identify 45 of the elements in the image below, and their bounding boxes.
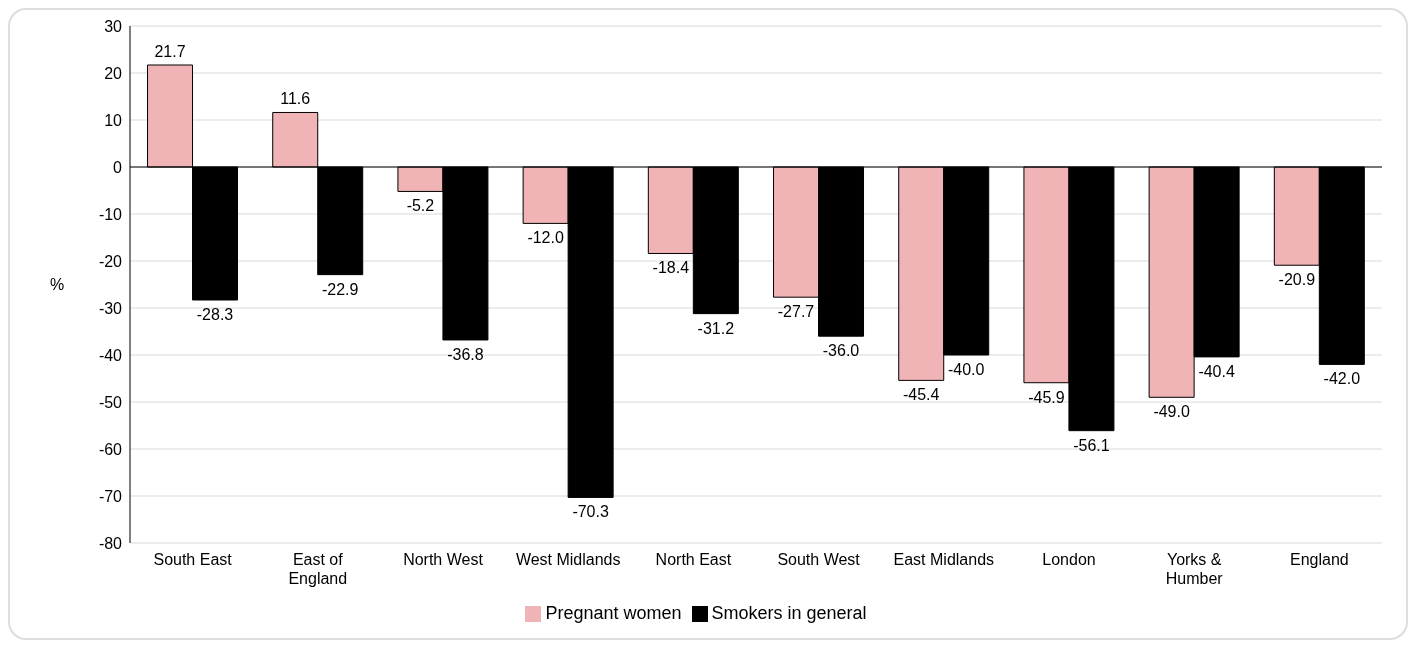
y-tick-label: 10 xyxy=(104,111,123,129)
x-tick-label: England xyxy=(1290,551,1349,568)
data-label: -36.0 xyxy=(822,342,860,360)
data-label: -22.9 xyxy=(321,280,359,298)
data-label: -49.0 xyxy=(1153,403,1190,421)
y-tick-label: 20 xyxy=(104,64,123,82)
y-tick-label: -20 xyxy=(98,252,123,270)
x-tick-label: East Midlands xyxy=(893,551,995,568)
y-tick-label: 30 xyxy=(104,17,123,35)
data-label: -40.4 xyxy=(1198,362,1235,380)
y-tick-label: -10 xyxy=(98,205,123,223)
data-label: -5.2 xyxy=(406,197,435,215)
x-tick-label: South West xyxy=(777,551,861,568)
data-label: -45.4 xyxy=(902,386,940,404)
x-tick-label: South East xyxy=(153,551,233,568)
x-tick-label: North West xyxy=(403,551,484,568)
x-tick-label: East of England xyxy=(288,551,348,587)
data-label: -31.2 xyxy=(697,319,735,337)
x-tick-label: London xyxy=(1042,551,1096,568)
x-tick-label: West Midlands xyxy=(515,551,621,568)
data-label: -40.0 xyxy=(947,361,985,378)
legend-label: Pregnant women xyxy=(545,603,682,623)
data-label: -70.3 xyxy=(572,503,609,521)
data-label: -56.1 xyxy=(1073,436,1110,454)
data-label: 21.7 xyxy=(154,43,186,61)
y-tick-label: -70 xyxy=(98,487,123,505)
data-label: -12.0 xyxy=(527,229,564,247)
data-label: -18.4 xyxy=(652,259,690,277)
data-label: -45.9 xyxy=(1028,388,1065,406)
data-label: -42.0 xyxy=(1323,370,1361,388)
x-tick-label: Yorks & Humber xyxy=(1165,551,1224,587)
y-tick-label: 0 xyxy=(113,158,123,176)
x-tick-label: North East xyxy=(655,551,732,568)
data-label: -36.8 xyxy=(447,345,484,363)
data-label: -20.9 xyxy=(1278,271,1316,289)
legend-label: Smokers in general xyxy=(711,603,867,623)
y-tick-label: -50 xyxy=(98,393,123,411)
y-axis-title: % xyxy=(50,276,65,294)
y-tick-label: -60 xyxy=(98,440,123,458)
y-tick-label: -80 xyxy=(98,534,123,552)
data-label: 11.6 xyxy=(280,90,311,108)
data-label: -28.3 xyxy=(196,306,234,324)
y-tick-label: -40 xyxy=(98,346,123,364)
y-tick-label: -30 xyxy=(98,299,123,317)
data-label: -27.7 xyxy=(777,303,815,321)
